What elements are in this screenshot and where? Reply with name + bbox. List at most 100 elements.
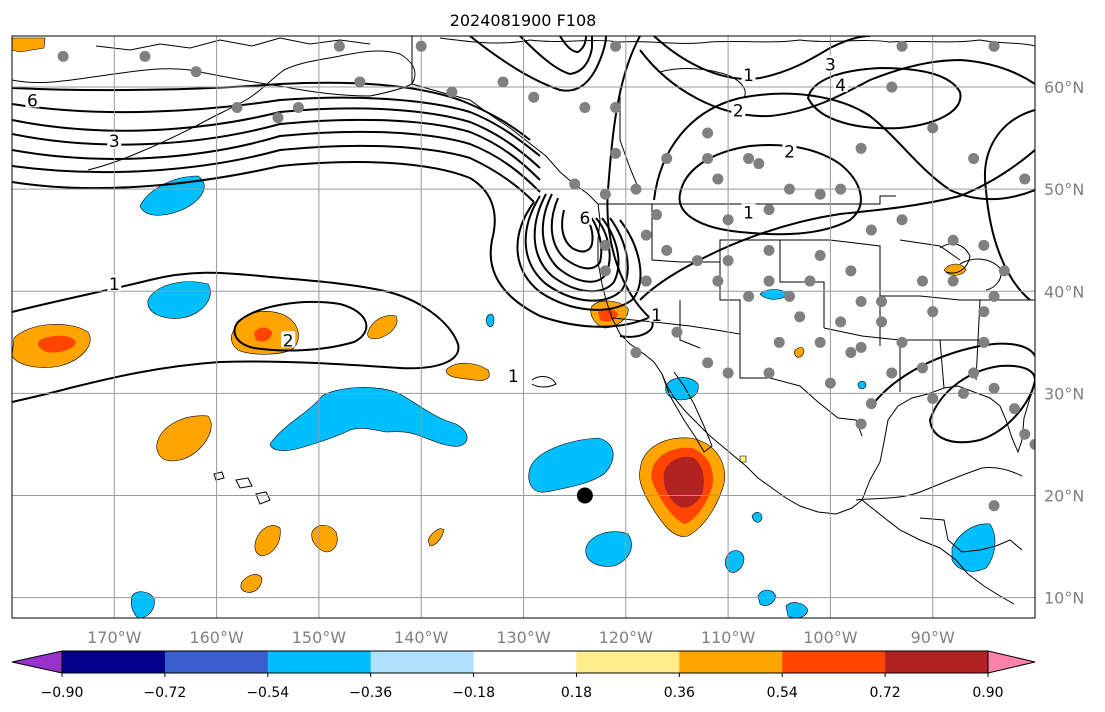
shade-light-positive bbox=[739, 455, 747, 463]
lon-tick-label: 150°W bbox=[292, 628, 347, 647]
station-dot bbox=[272, 112, 284, 124]
station-dot bbox=[855, 341, 867, 353]
contour-label-bg bbox=[649, 305, 664, 322]
lat-tick-label: 10°N bbox=[1044, 589, 1084, 608]
colorbar-segment bbox=[782, 651, 886, 673]
colorbar-tick-label: −0.72 bbox=[143, 685, 186, 701]
contour-line bbox=[12, 118, 541, 181]
contour-label-bg bbox=[25, 91, 40, 108]
contour-label-bg bbox=[281, 331, 296, 348]
station-dot bbox=[773, 336, 785, 348]
coastline bbox=[95, 37, 371, 51]
station-dot bbox=[650, 209, 662, 221]
border bbox=[679, 300, 701, 349]
contour-line bbox=[12, 130, 541, 193]
station-dot bbox=[712, 275, 724, 287]
shade-extreme-positive bbox=[663, 456, 704, 508]
station-dot bbox=[988, 290, 1000, 302]
station-dot bbox=[988, 500, 1000, 512]
shade-negative bbox=[528, 437, 614, 493]
contour-line bbox=[606, 36, 654, 338]
station-dot bbox=[835, 183, 847, 195]
station-dot bbox=[876, 316, 888, 328]
coastline bbox=[439, 37, 1035, 47]
station-dot bbox=[855, 295, 867, 307]
contour-label-bg bbox=[506, 367, 521, 384]
shade-positive bbox=[12, 37, 46, 53]
contour-line bbox=[639, 49, 1035, 118]
station-dot bbox=[139, 50, 151, 62]
station-dot bbox=[927, 306, 939, 318]
station-dot bbox=[579, 101, 591, 113]
contour-label: 1 bbox=[743, 66, 754, 86]
shade-negative bbox=[665, 377, 699, 401]
colorbar-tick-label: −0.90 bbox=[41, 685, 84, 701]
station-dot bbox=[865, 224, 877, 236]
station-dot bbox=[886, 367, 898, 379]
station-dot bbox=[968, 153, 980, 165]
coastline bbox=[661, 371, 713, 453]
lon-tick-label: 100°W bbox=[803, 628, 858, 647]
colorbar-tick-label: 0.54 bbox=[767, 685, 798, 701]
colorbar-frame bbox=[61, 650, 989, 674]
contour-label: 2 bbox=[733, 102, 744, 122]
station-dot bbox=[824, 377, 836, 389]
colorbar-tick-label: 0.90 bbox=[972, 685, 1003, 701]
station-dot bbox=[978, 239, 990, 251]
station-dot bbox=[855, 142, 867, 154]
station-dot bbox=[998, 265, 1010, 277]
contour-label-bg bbox=[741, 65, 756, 82]
contour-label: 6 bbox=[579, 209, 590, 229]
contour-line bbox=[12, 161, 649, 328]
lon-tick-label: 130°W bbox=[496, 628, 551, 647]
colorbar-tick-label: 0.36 bbox=[664, 685, 695, 701]
coastline bbox=[87, 50, 416, 171]
lon-tick-label: 110°W bbox=[701, 628, 756, 647]
station-dot bbox=[947, 275, 959, 287]
station-dot bbox=[845, 265, 857, 277]
lon-tick-label: 90°W bbox=[911, 628, 955, 647]
contour-line bbox=[12, 96, 541, 157]
station-dot bbox=[722, 367, 734, 379]
station-dot bbox=[743, 153, 755, 165]
station-dot bbox=[528, 91, 540, 103]
gridlines bbox=[12, 36, 1035, 618]
station-dot bbox=[896, 214, 908, 226]
colorbar-segment bbox=[62, 651, 166, 673]
contour-label: 1 bbox=[508, 367, 519, 387]
station-dot bbox=[1009, 403, 1021, 415]
colorbar-segment bbox=[267, 651, 372, 673]
station-dot bbox=[763, 244, 775, 256]
border bbox=[780, 239, 881, 346]
station-dot bbox=[712, 173, 724, 185]
contour-line bbox=[233, 301, 368, 352]
contour-label: 2 bbox=[784, 142, 795, 162]
station-dot bbox=[916, 362, 928, 374]
colorbar-tick-label: 0.18 bbox=[561, 685, 592, 701]
station-dot bbox=[814, 336, 826, 348]
station-dot bbox=[57, 50, 69, 62]
border bbox=[880, 295, 1035, 301]
contour-label: 6 bbox=[27, 91, 38, 111]
shade-positive bbox=[367, 315, 398, 340]
shade-strong-positive bbox=[38, 335, 76, 353]
contour-label-bg bbox=[833, 76, 848, 93]
station-dot bbox=[640, 275, 652, 287]
shade-positive bbox=[254, 525, 281, 557]
colorbar-segment bbox=[885, 651, 989, 673]
contour-line bbox=[869, 342, 1035, 409]
contour-line bbox=[533, 193, 620, 293]
shaded-fields bbox=[12, 37, 996, 618]
station-dot bbox=[630, 183, 642, 195]
station-dot bbox=[865, 398, 877, 410]
station-dot bbox=[957, 387, 969, 399]
contour-label: 2 bbox=[283, 331, 294, 351]
station-dot bbox=[691, 255, 703, 267]
shade-positive bbox=[240, 574, 263, 593]
coastline bbox=[861, 499, 1015, 605]
coastline bbox=[855, 467, 1023, 501]
station-dot bbox=[702, 127, 714, 139]
station-dot bbox=[743, 290, 755, 302]
station-dot bbox=[702, 153, 714, 165]
